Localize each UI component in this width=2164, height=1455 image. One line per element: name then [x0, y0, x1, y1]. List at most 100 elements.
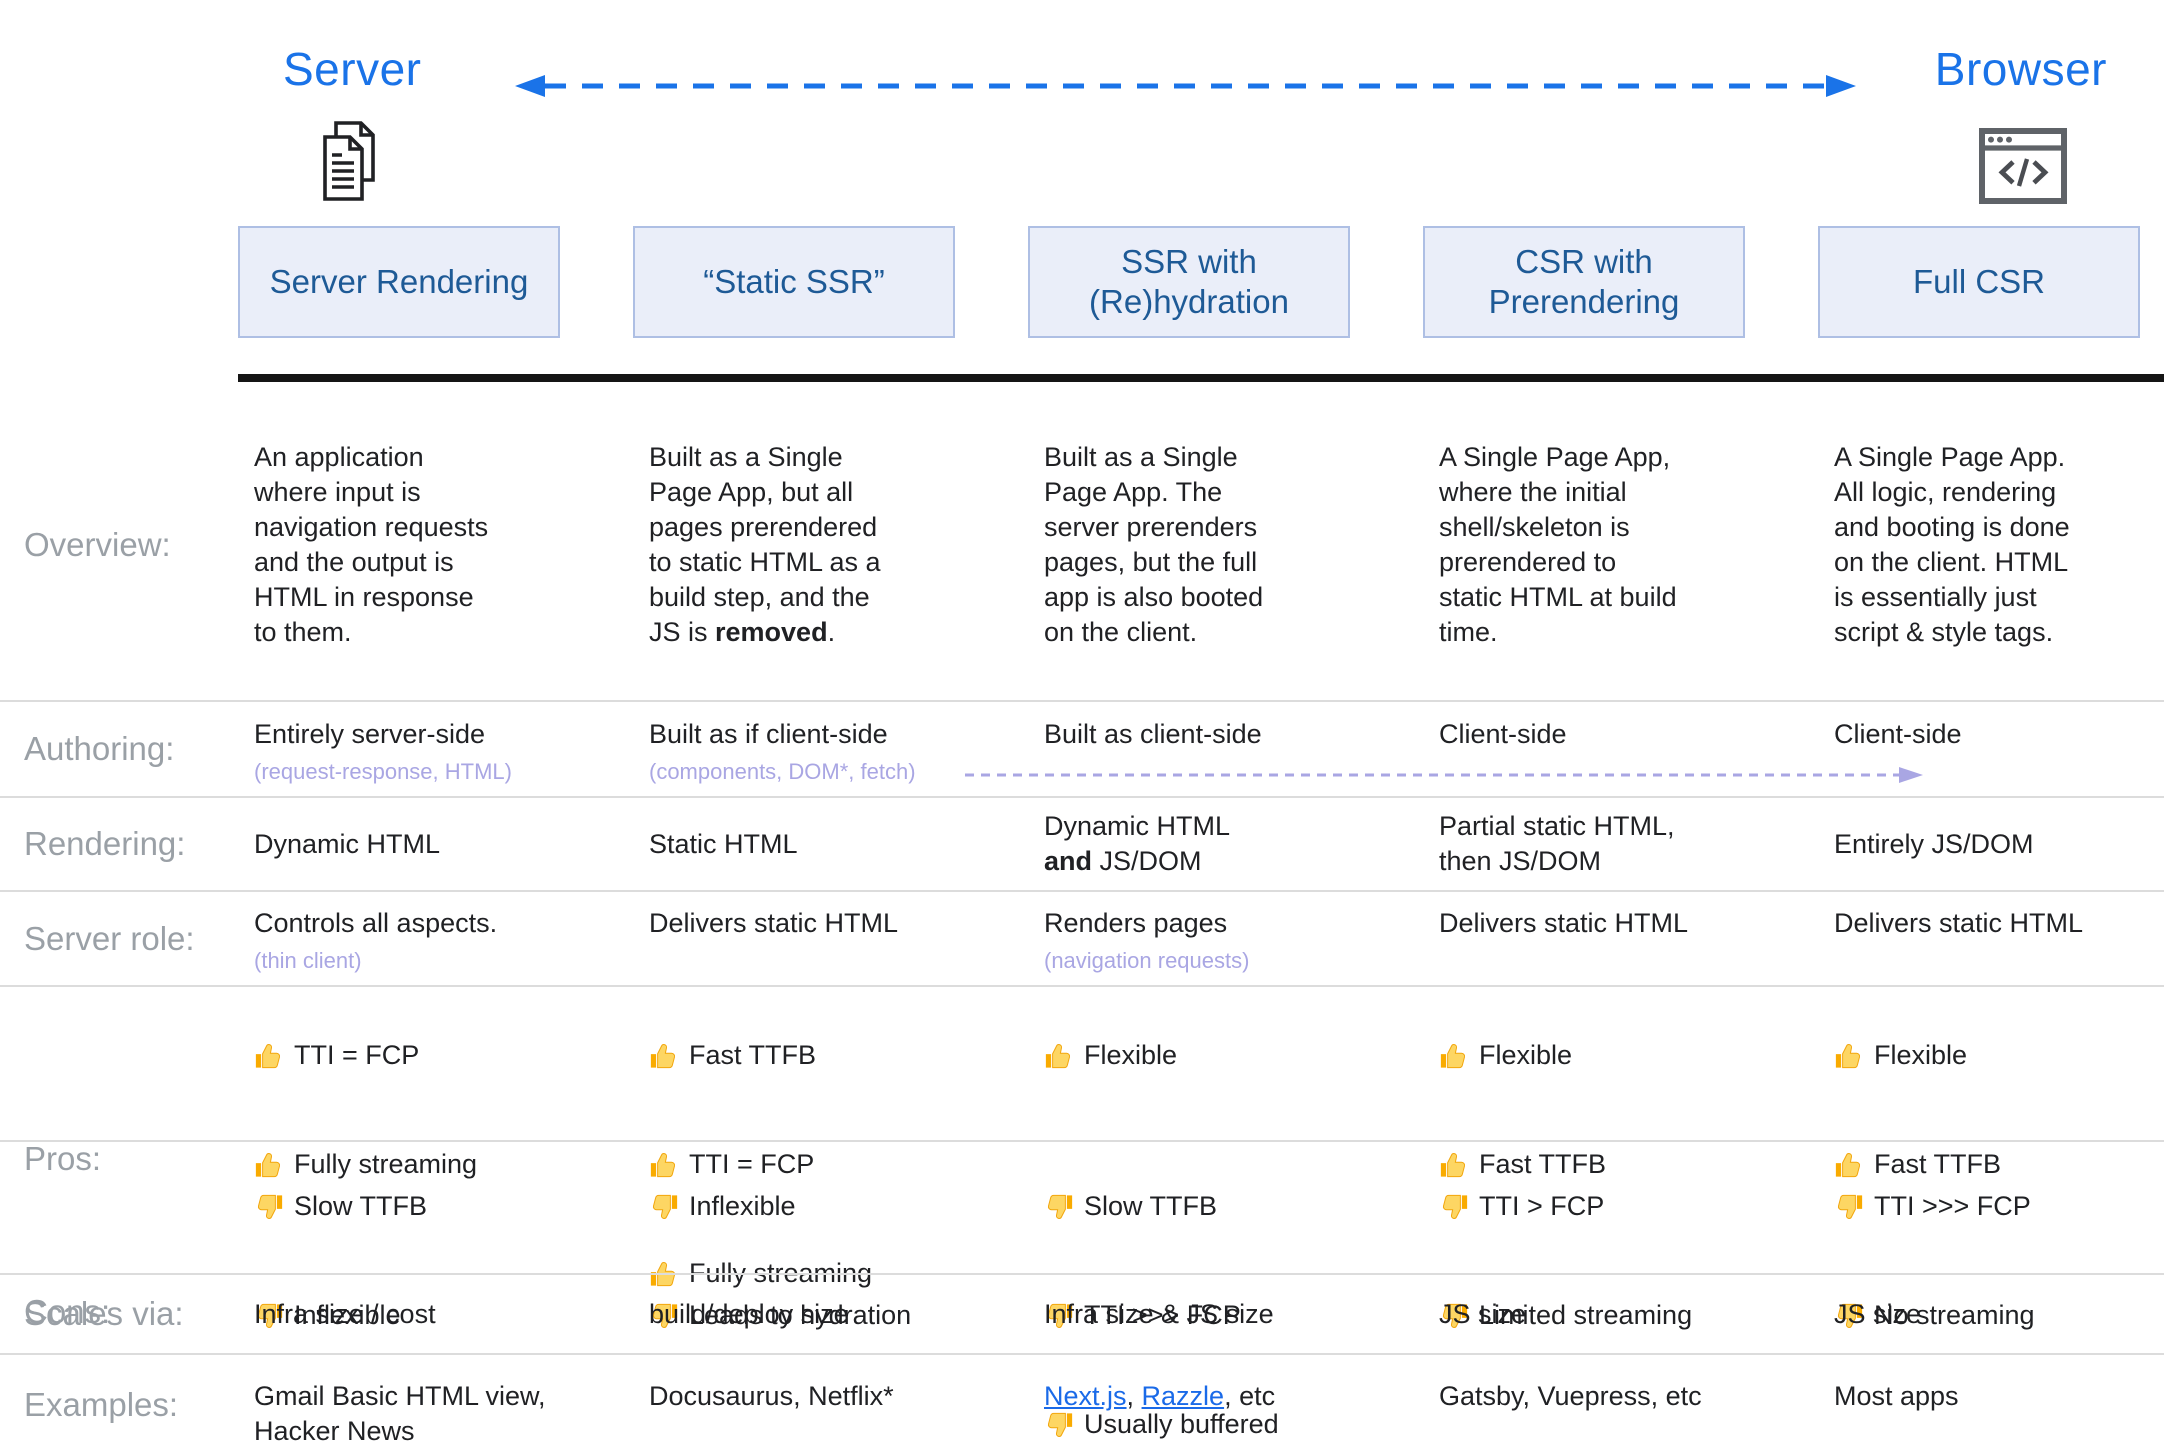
- scales-cell-3: Infra size & JS size: [1044, 1299, 1274, 1329]
- row-label-pros: Pros:: [24, 1139, 102, 1177]
- thumbs-down-icon: [257, 1194, 283, 1219]
- pros-item: Fully streaming: [254, 1147, 593, 1182]
- authoring-cell-3: Built as client-side: [1044, 719, 1262, 749]
- pros-item-label: Flexible: [1874, 1040, 1968, 1070]
- authoring-cell-2: Built as if client-side (components, DOM*…: [633, 702, 1028, 796]
- thumbs-down-icon: [1047, 1194, 1073, 1219]
- cons-cell-5: TTI >>> FCP No streaming: [1818, 1142, 2164, 1455]
- cons-cell-3: Slow TTFB TTI >>> FCP Usually buffered: [1028, 1142, 1423, 1455]
- thumbs-up-icon: [1440, 1043, 1466, 1068]
- pros-item-label: Fully streaming: [294, 1149, 478, 1179]
- cons-item: TTI > FCP: [1439, 1189, 1778, 1224]
- thumbs-up-icon: [255, 1152, 281, 1177]
- client-side-trend-arrow-icon: [965, 767, 1923, 783]
- pros-cell-5: Flexible Fast TTFB: [1818, 987, 2164, 1330]
- scales-cell-5: JS size: [1834, 1299, 1922, 1329]
- thumbs-down-icon: [257, 1303, 283, 1328]
- examples-cell-4: Gatsby, Vuepress, etc: [1439, 1381, 1702, 1411]
- overview-cell-2: Built as a Single Page App, but all page…: [649, 442, 881, 647]
- cons-item: No streaming: [1834, 1298, 2124, 1333]
- pros-item: Flexible: [1834, 1038, 2124, 1073]
- thumbs-down-icon: [1837, 1194, 1863, 1219]
- pros-cell-3: Flexible: [1028, 987, 1423, 1330]
- row-rendering: Rendering: Dynamic HTML Static HTML Dyna…: [0, 796, 2164, 890]
- thumbs-up-icon: [1835, 1152, 1861, 1177]
- row-scales-via: Scales via: Infra size / cost build/depl…: [0, 1273, 2164, 1353]
- examples-separator: ,: [1126, 1381, 1142, 1411]
- thumbs-up-icon: [1045, 1043, 1071, 1068]
- thumbs-up-icon: [1440, 1152, 1466, 1177]
- server-role-subtext-1: (thin client): [254, 948, 362, 973]
- cons-item: Inflexible: [254, 1298, 593, 1333]
- column-headers: Server Rendering “Static SSR” SSR with (…: [238, 226, 2140, 338]
- row-authoring: Authoring: Entirely server-side (request-…: [0, 700, 2164, 796]
- rendering-cell-3: Dynamic HTML and JS/DOM: [1044, 811, 1231, 876]
- pros-item-label: TTI = FCP: [294, 1040, 420, 1070]
- pros-item-label: Fast TTFB: [689, 1040, 817, 1070]
- thumbs-down-icon: [652, 1303, 678, 1328]
- cons-item-label: No streaming: [1874, 1300, 2035, 1330]
- overview-cell-1: An application where input is navigation…: [254, 442, 489, 647]
- rendering-cell-1: Dynamic HTML: [254, 828, 441, 859]
- server-browser-arrow-icon: [515, 75, 1856, 97]
- pros-item-label: Fast TTFB: [1479, 1149, 1607, 1179]
- cons-item-label: TTI >>> FCP: [1874, 1191, 2031, 1221]
- row-label-authoring: Authoring:: [24, 730, 175, 767]
- row-pros: Pros: TTI = FCP Fully streaming Fast TTF…: [0, 985, 2164, 1288]
- pros-item: Flexible: [1044, 1038, 1383, 1073]
- header-divider-line: [238, 374, 2164, 382]
- server-label: Server: [283, 43, 422, 95]
- rendering-cell-5: Entirely JS/DOM: [1834, 828, 2034, 859]
- cons-item: TTI >>> FCP: [1834, 1189, 2124, 1224]
- row-label-cons: Cons:: [24, 1292, 111, 1330]
- examples-cell-2: Docusaurus, Netflix*: [649, 1381, 894, 1411]
- server-role-cell-5: Delivers static HTML: [1834, 908, 2084, 938]
- cons-item: Limited streaming: [1439, 1298, 1778, 1333]
- pros-cell-1: TTI = FCP Fully streaming: [238, 987, 633, 1330]
- browser-label: Browser: [1934, 43, 2107, 95]
- authoring-cell-1: Entirely server-side (request-response, H…: [238, 702, 633, 796]
- column-header-ssr-rehydration: SSR with (Re)hydration: [1028, 226, 1350, 338]
- razzle-link[interactable]: Razzle: [1141, 1381, 1225, 1411]
- row-label-server-role: Server role:: [24, 919, 195, 957]
- cons-item-label: Slow TTFB: [294, 1191, 428, 1221]
- authoring-cell-4: Client-side: [1439, 719, 1567, 749]
- scales-cell-1: Infra size / cost: [254, 1299, 436, 1329]
- cons-item-label: TTI >>> FCP: [1084, 1300, 1241, 1330]
- pros-item: TTI = FCP: [649, 1147, 988, 1182]
- pros-item-label: TTI = FCP: [689, 1149, 815, 1179]
- cons-item-label: Inflexible: [294, 1300, 401, 1330]
- row-examples: Examples: Gmail Basic HTML view, Hacker …: [0, 1353, 2164, 1455]
- documents-icon: [323, 121, 375, 201]
- column-header-static-ssr: “Static SSR”: [633, 226, 955, 338]
- thumbs-up-icon: [255, 1043, 281, 1068]
- column-header-server-rendering: Server Rendering: [238, 226, 560, 338]
- examples-cell-3: Next.js, Razzle, etc: [1028, 1355, 1423, 1455]
- rendering-cell-4: Partial static HTML, then JS/DOM: [1439, 811, 1675, 876]
- thumbs-down-icon: [1047, 1303, 1073, 1328]
- column-header-full-csr: Full CSR: [1818, 226, 2140, 338]
- row-label-examples: Examples:: [24, 1386, 179, 1423]
- overview-cell-4: A Single Page App, where the initial she…: [1439, 442, 1677, 647]
- scales-cell-2: build/deploy size: [649, 1299, 849, 1329]
- nextjs-link[interactable]: Next.js: [1044, 1381, 1127, 1411]
- examples-suffix: , etc: [1224, 1381, 1276, 1411]
- cons-item-label: Leads to hydration: [689, 1300, 912, 1330]
- cons-item: TTI >>> FCP: [1044, 1298, 1383, 1333]
- server-role-cell-3: Renders pages (navigation requests): [1028, 892, 1423, 985]
- authoring-cell-5: Client-side: [1834, 719, 1962, 749]
- thumbs-down-icon: [1442, 1194, 1468, 1219]
- overview-cell-5: A Single Page App. All logic, rendering …: [1834, 442, 2070, 647]
- browser-window-icon: [1979, 128, 2067, 204]
- row-overview: Overview: An application where input is …: [0, 390, 2164, 700]
- server-role-subtext-3: (navigation requests): [1044, 948, 1250, 973]
- cons-cell-4: TTI > FCP Limited streaming: [1423, 1142, 1818, 1455]
- authoring-subtext-1: (request-response, HTML): [254, 759, 512, 784]
- cons-item-label: Slow TTFB: [1084, 1191, 1218, 1221]
- cons-item-label: TTI > FCP: [1479, 1191, 1605, 1221]
- pros-item: Fast TTFB: [1439, 1147, 1778, 1182]
- pros-item: Fast TTFB: [1834, 1147, 2124, 1182]
- server-role-cell-4: Delivers static HTML: [1439, 908, 1689, 938]
- overview-cell-3: Built as a Single Page App. The server p…: [1044, 442, 1264, 647]
- thumbs-down-icon: [1047, 1412, 1073, 1437]
